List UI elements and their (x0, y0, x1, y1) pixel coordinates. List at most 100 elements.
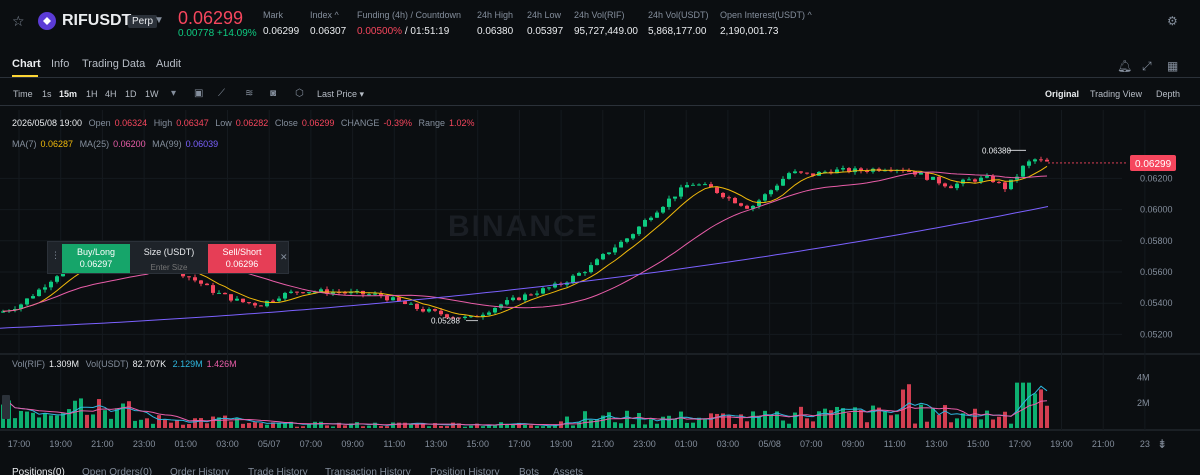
tab-trade-history[interactable]: Trade History (248, 467, 308, 475)
candle-body (937, 176, 941, 184)
stat-open-interest[interactable]: Open Interest(USDT) ^ 2,190,001.73 (720, 10, 812, 37)
candle-body (259, 305, 263, 307)
volume-bar (343, 425, 347, 428)
size-input[interactable] (137, 261, 201, 274)
candle-body (469, 316, 473, 318)
calendar-icon[interactable]: ▣ (194, 88, 204, 99)
interval-4h[interactable]: 4H (105, 89, 117, 99)
candle-body (343, 292, 347, 294)
tab-order-history[interactable]: Order History (170, 467, 230, 475)
interval-dropdown-icon[interactable]: ▾ (171, 88, 177, 99)
tab-assets[interactable]: Assets (553, 467, 584, 475)
candle-body (979, 177, 983, 182)
volume-bar (175, 420, 179, 428)
time-label[interactable]: Time (13, 89, 33, 99)
tab-trading-data[interactable]: Trading Data (82, 58, 146, 70)
volume-bar (139, 419, 143, 428)
time-axis-label: 07:00 (300, 439, 323, 449)
settings-hex-icon[interactable]: ⬡ (295, 88, 304, 99)
volume-bar (751, 411, 755, 428)
tab-open-orders[interactable]: Open Orders(0) (82, 467, 153, 475)
volume-bar (385, 426, 389, 428)
candle-body (751, 205, 755, 209)
buy-long-button[interactable]: Buy/Long 0.06297 (62, 244, 130, 273)
favorite-star-icon[interactable]: ☆ (12, 13, 25, 29)
volume-bar (511, 424, 515, 428)
candle-body (1021, 165, 1025, 177)
volume-bar (121, 403, 125, 428)
candle-body (547, 287, 551, 289)
interval-15m[interactable]: 15m (59, 89, 78, 99)
bell-icon[interactable]: 🔔︎ (1117, 59, 1133, 73)
volume-bar (745, 421, 749, 428)
candle-body (715, 187, 719, 193)
view-trading-view[interactable]: Trading View (1090, 89, 1143, 99)
volume-axis-label: 2M (1137, 398, 1150, 408)
tab-chart[interactable]: Chart (12, 58, 41, 70)
view-depth[interactable]: Depth (1156, 89, 1181, 99)
volume-bar (91, 414, 95, 428)
volume-bar (475, 423, 479, 428)
candlestick-chart[interactable]: BINANCE 0.06200 0.06000 0.05800 0.05600 0.05… (0, 110, 1200, 465)
volume-bar (43, 413, 47, 428)
tab-audit[interactable]: Audit (156, 58, 182, 70)
volume-bar (691, 422, 695, 428)
grid-layout-icon[interactable]: ▦ (1167, 59, 1179, 73)
candle-body (649, 217, 653, 221)
volume-bar (799, 406, 803, 428)
line-chart-icon[interactable]: ⟋ (218, 88, 225, 99)
tab-position-history[interactable]: Position History (430, 467, 500, 475)
interval-1h[interactable]: 1H (86, 89, 98, 99)
tab-bots[interactable]: Bots (519, 467, 540, 475)
chart-canvas[interactable]: 0.06200 0.06000 0.05800 0.05600 0.05400 0.052… (0, 110, 1200, 465)
candle-body (1039, 159, 1043, 161)
interval-1s[interactable]: 1s (42, 89, 52, 99)
tab-transaction-history[interactable]: Transaction History (325, 467, 411, 475)
candle-body (601, 254, 605, 260)
close-icon[interactable]: ✕ (280, 252, 288, 262)
drag-handle-icon[interactable]: ⋮ (51, 250, 60, 260)
volume-bar (379, 426, 383, 428)
volume-bar (247, 422, 251, 428)
volume-bar (925, 421, 929, 428)
symbol-name[interactable]: RIFUSDT (62, 12, 132, 29)
volume-bar (73, 400, 77, 428)
sell-short-button[interactable]: Sell/Short 0.06296 (208, 244, 276, 273)
time-axis-label: 17:00 (8, 439, 31, 449)
price-axis-label: 0.06200 (1140, 173, 1173, 183)
interval-1d[interactable]: 1D (125, 89, 137, 99)
candle-body (583, 272, 587, 274)
rif-coin-icon (38, 12, 56, 30)
interval-1w[interactable]: 1W (145, 89, 159, 99)
ticker-header: ☆ RIFUSDT Perp ▼ 0.06299 0.00778 +14.09%… (0, 0, 1200, 46)
volume-bar (991, 419, 995, 428)
candle-body (433, 309, 437, 311)
candle-body (955, 183, 959, 189)
binance-watermark: BINANCE (448, 210, 599, 243)
volume-bar (529, 425, 533, 428)
view-original[interactable]: Original (1045, 89, 1080, 99)
stat-index[interactable]: Index ^ 0.06307 (310, 10, 347, 37)
price-type-select[interactable]: Last Price ▾ (317, 89, 365, 99)
volume-bar (13, 418, 17, 428)
candle-body (1045, 159, 1049, 162)
tab-positions[interactable]: Positions(0) (12, 467, 65, 475)
candle-body (727, 197, 731, 199)
expand-icon[interactable]: ⤢ (1142, 59, 1152, 73)
volume-bar (229, 421, 233, 428)
volume-bar (493, 424, 497, 428)
indicator-icon[interactable]: ≋ (245, 88, 254, 99)
axis-toggle-icon[interactable]: ⇟ (1157, 437, 1167, 451)
volume-bar (403, 422, 407, 428)
candle-body (379, 293, 383, 297)
camera-icon[interactable]: ◙ (270, 88, 277, 99)
tab-info[interactable]: Info (51, 58, 70, 70)
chevron-down-icon[interactable]: ▼ (154, 15, 164, 26)
volume-bar (265, 424, 269, 428)
candle-body (667, 198, 671, 207)
settings-icon[interactable]: ⚙ (1167, 14, 1178, 28)
volume-bar (841, 408, 845, 428)
volume-bar (673, 418, 677, 428)
volume-bar (871, 405, 875, 428)
volume-bar (685, 422, 689, 428)
